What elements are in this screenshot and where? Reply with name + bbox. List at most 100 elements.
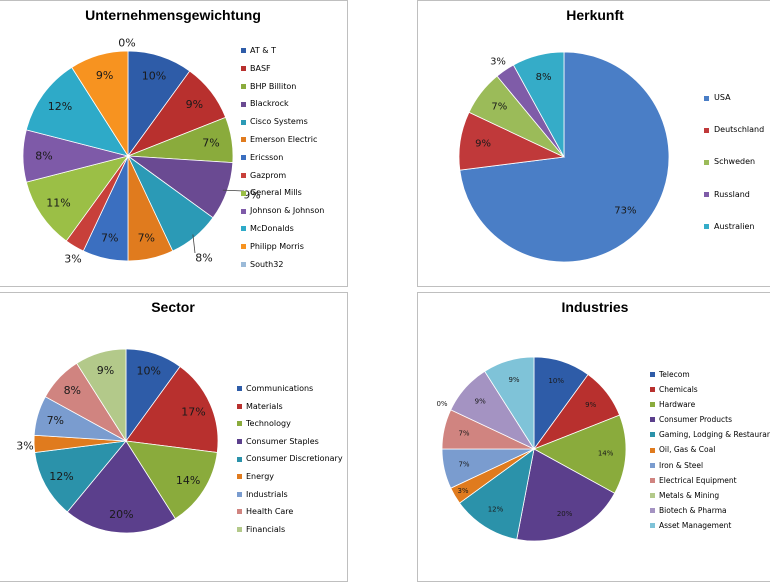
legend-label: Industrials xyxy=(246,489,288,499)
pie-data-label: 8% xyxy=(195,252,212,265)
legend-item: Financials xyxy=(237,521,343,539)
pie-data-label: 3% xyxy=(457,487,468,495)
legend-item: Consumer Discretionary xyxy=(237,450,343,468)
pie-data-label: 14% xyxy=(176,474,200,487)
legend-item: McDonalds xyxy=(241,220,324,238)
pie-data-label: 12% xyxy=(48,100,72,113)
pie-data-label: 3% xyxy=(490,57,506,68)
chart-legend: Communications Materials Technology Consume… xyxy=(237,380,343,538)
legend-swatch xyxy=(704,127,709,133)
legend-label: Communications xyxy=(246,384,314,393)
legend-item: Iron & Steel xyxy=(650,458,770,473)
legend-item: AT & T xyxy=(241,42,324,60)
legend-label: Electrical Equipment xyxy=(659,475,737,485)
legend-label: McDonalds xyxy=(250,223,294,233)
legend-swatch xyxy=(650,507,655,513)
legend-swatch xyxy=(650,372,655,378)
pie-slice xyxy=(533,414,627,494)
legend-label: Metals & Mining xyxy=(659,490,720,500)
legend-label: South32 xyxy=(250,259,284,269)
legend-swatch xyxy=(704,192,709,198)
pie-data-labels: 10% 9% 14% 20% 12% 3% 7% 7% 0% 9% 9% xyxy=(436,376,613,518)
legend-label: Ericsson xyxy=(250,152,284,162)
legend-item: South32 xyxy=(241,256,324,274)
chart-panel-unternehmensgewichtung: Unternehmensgewichtung 10% 9% 7% 9% 8% 7% 7% 3%… xyxy=(0,0,348,287)
legend-swatch xyxy=(650,462,655,468)
pie-data-label: 8% xyxy=(64,384,81,397)
legend-item: Consumer Staples xyxy=(237,433,343,451)
legend-item: Telecom xyxy=(650,367,770,382)
legend-label: Financials xyxy=(246,524,286,534)
legend-item: Materials xyxy=(237,398,343,416)
pie-data-label: 0% xyxy=(118,37,135,50)
legend-item: Energy xyxy=(237,468,343,486)
pie-chart: 10% 17% 14% 20% 12% 3% 7% 8% 9% xyxy=(16,348,219,534)
pie-data-label: 12% xyxy=(49,470,73,483)
legend-swatch xyxy=(237,421,242,427)
pie-data-label: 20% xyxy=(109,508,133,521)
chart-legend: AT & T BASF BHP Billiton Blackrock Cisco Sys… xyxy=(241,42,324,273)
legend-swatch xyxy=(241,226,246,232)
legend-swatch xyxy=(650,492,655,498)
legend-label: Oil, Gas & Coal xyxy=(659,445,716,455)
legend-label: Consumer Staples xyxy=(246,436,319,446)
legend-swatch xyxy=(241,101,246,107)
legend-swatch xyxy=(241,208,246,214)
legend-swatch xyxy=(237,386,242,392)
legend-item: USA xyxy=(704,82,764,114)
pie-chart: 10% 9% 14% 20% 12% 3% 7% 7% 0% 9% 9% xyxy=(436,356,627,542)
pie-data-label: 9% xyxy=(96,69,113,82)
pie-data-label: 9% xyxy=(186,98,203,111)
legend-label: Consumer Discretionary xyxy=(246,454,343,464)
pie-data-label: 7% xyxy=(47,414,64,427)
pie-data-label: 9% xyxy=(243,189,260,202)
pie-data-label: 9% xyxy=(508,376,519,384)
legend-swatch xyxy=(650,447,655,453)
legend-label: Cisco Systems xyxy=(250,117,308,127)
legend-swatch xyxy=(650,522,655,528)
legend-item: Metals & Mining xyxy=(650,488,770,503)
pie-slices xyxy=(441,356,627,542)
legend-label: Russland xyxy=(714,189,750,199)
legend-label: Philipp Morris xyxy=(250,241,304,251)
pie-data-label: 9% xyxy=(585,401,596,409)
pie-chart: 10% 9% 7% 9% 8% 7% 7% 3% 11% 8% 12% 9% 0% xyxy=(22,37,261,266)
pie-data-label: 17% xyxy=(181,405,205,418)
pie-slices xyxy=(458,51,670,263)
legend-item: BHP Billiton xyxy=(241,78,324,96)
legend-swatch xyxy=(241,119,246,125)
pie-data-label: 9% xyxy=(475,398,486,406)
chart-title: Industries xyxy=(561,299,629,315)
chart-title: Sector xyxy=(151,299,195,315)
legend-item: General Mills xyxy=(241,184,324,202)
legend-label: Gazprom xyxy=(250,170,287,180)
pie-data-label: 7% xyxy=(458,429,469,437)
legend-item: Oil, Gas & Coal xyxy=(650,442,770,457)
pie-data-label: 14% xyxy=(598,450,614,458)
legend-label: Blackrock xyxy=(250,99,289,109)
legend-swatch xyxy=(237,456,242,462)
pie-data-label: 7% xyxy=(202,136,219,149)
legend-item: Australien xyxy=(704,211,764,243)
legend-item: Philipp Morris xyxy=(241,238,324,256)
pie-data-label: 0% xyxy=(436,400,447,408)
pie-data-label: 3% xyxy=(16,440,33,453)
legend-swatch xyxy=(241,172,246,178)
legend-item: Emerson Electric xyxy=(241,131,324,149)
legend-label: Materials xyxy=(246,401,283,411)
legend-item: Communications xyxy=(237,380,343,398)
chart-panel-industries: Industries 10% 9% 14% 20% 12% 3% 7% 7% 0% 9% 9% Te… xyxy=(417,292,770,582)
pie-data-labels: 10% 17% 14% 20% 12% 3% 7% 8% 9% xyxy=(16,364,205,521)
legend-label: Biotech & Pharma xyxy=(659,505,727,515)
legend-label: AT & T xyxy=(250,46,276,55)
chart-panel-herkunft: Herkunft 73% 9% 7% 3% 8% USA Deutschland Schwe… xyxy=(417,0,770,287)
legend-label: Energy xyxy=(246,471,275,481)
legend-swatch xyxy=(241,83,246,89)
legend-swatch xyxy=(241,190,246,196)
legend-item: Asset Management xyxy=(650,518,770,533)
pie-slice xyxy=(25,155,129,242)
legend-swatch xyxy=(650,387,655,393)
legend-label: Chemicals xyxy=(659,385,698,395)
pie-data-label: 3% xyxy=(64,253,81,266)
legend-item: Russland xyxy=(704,179,764,211)
